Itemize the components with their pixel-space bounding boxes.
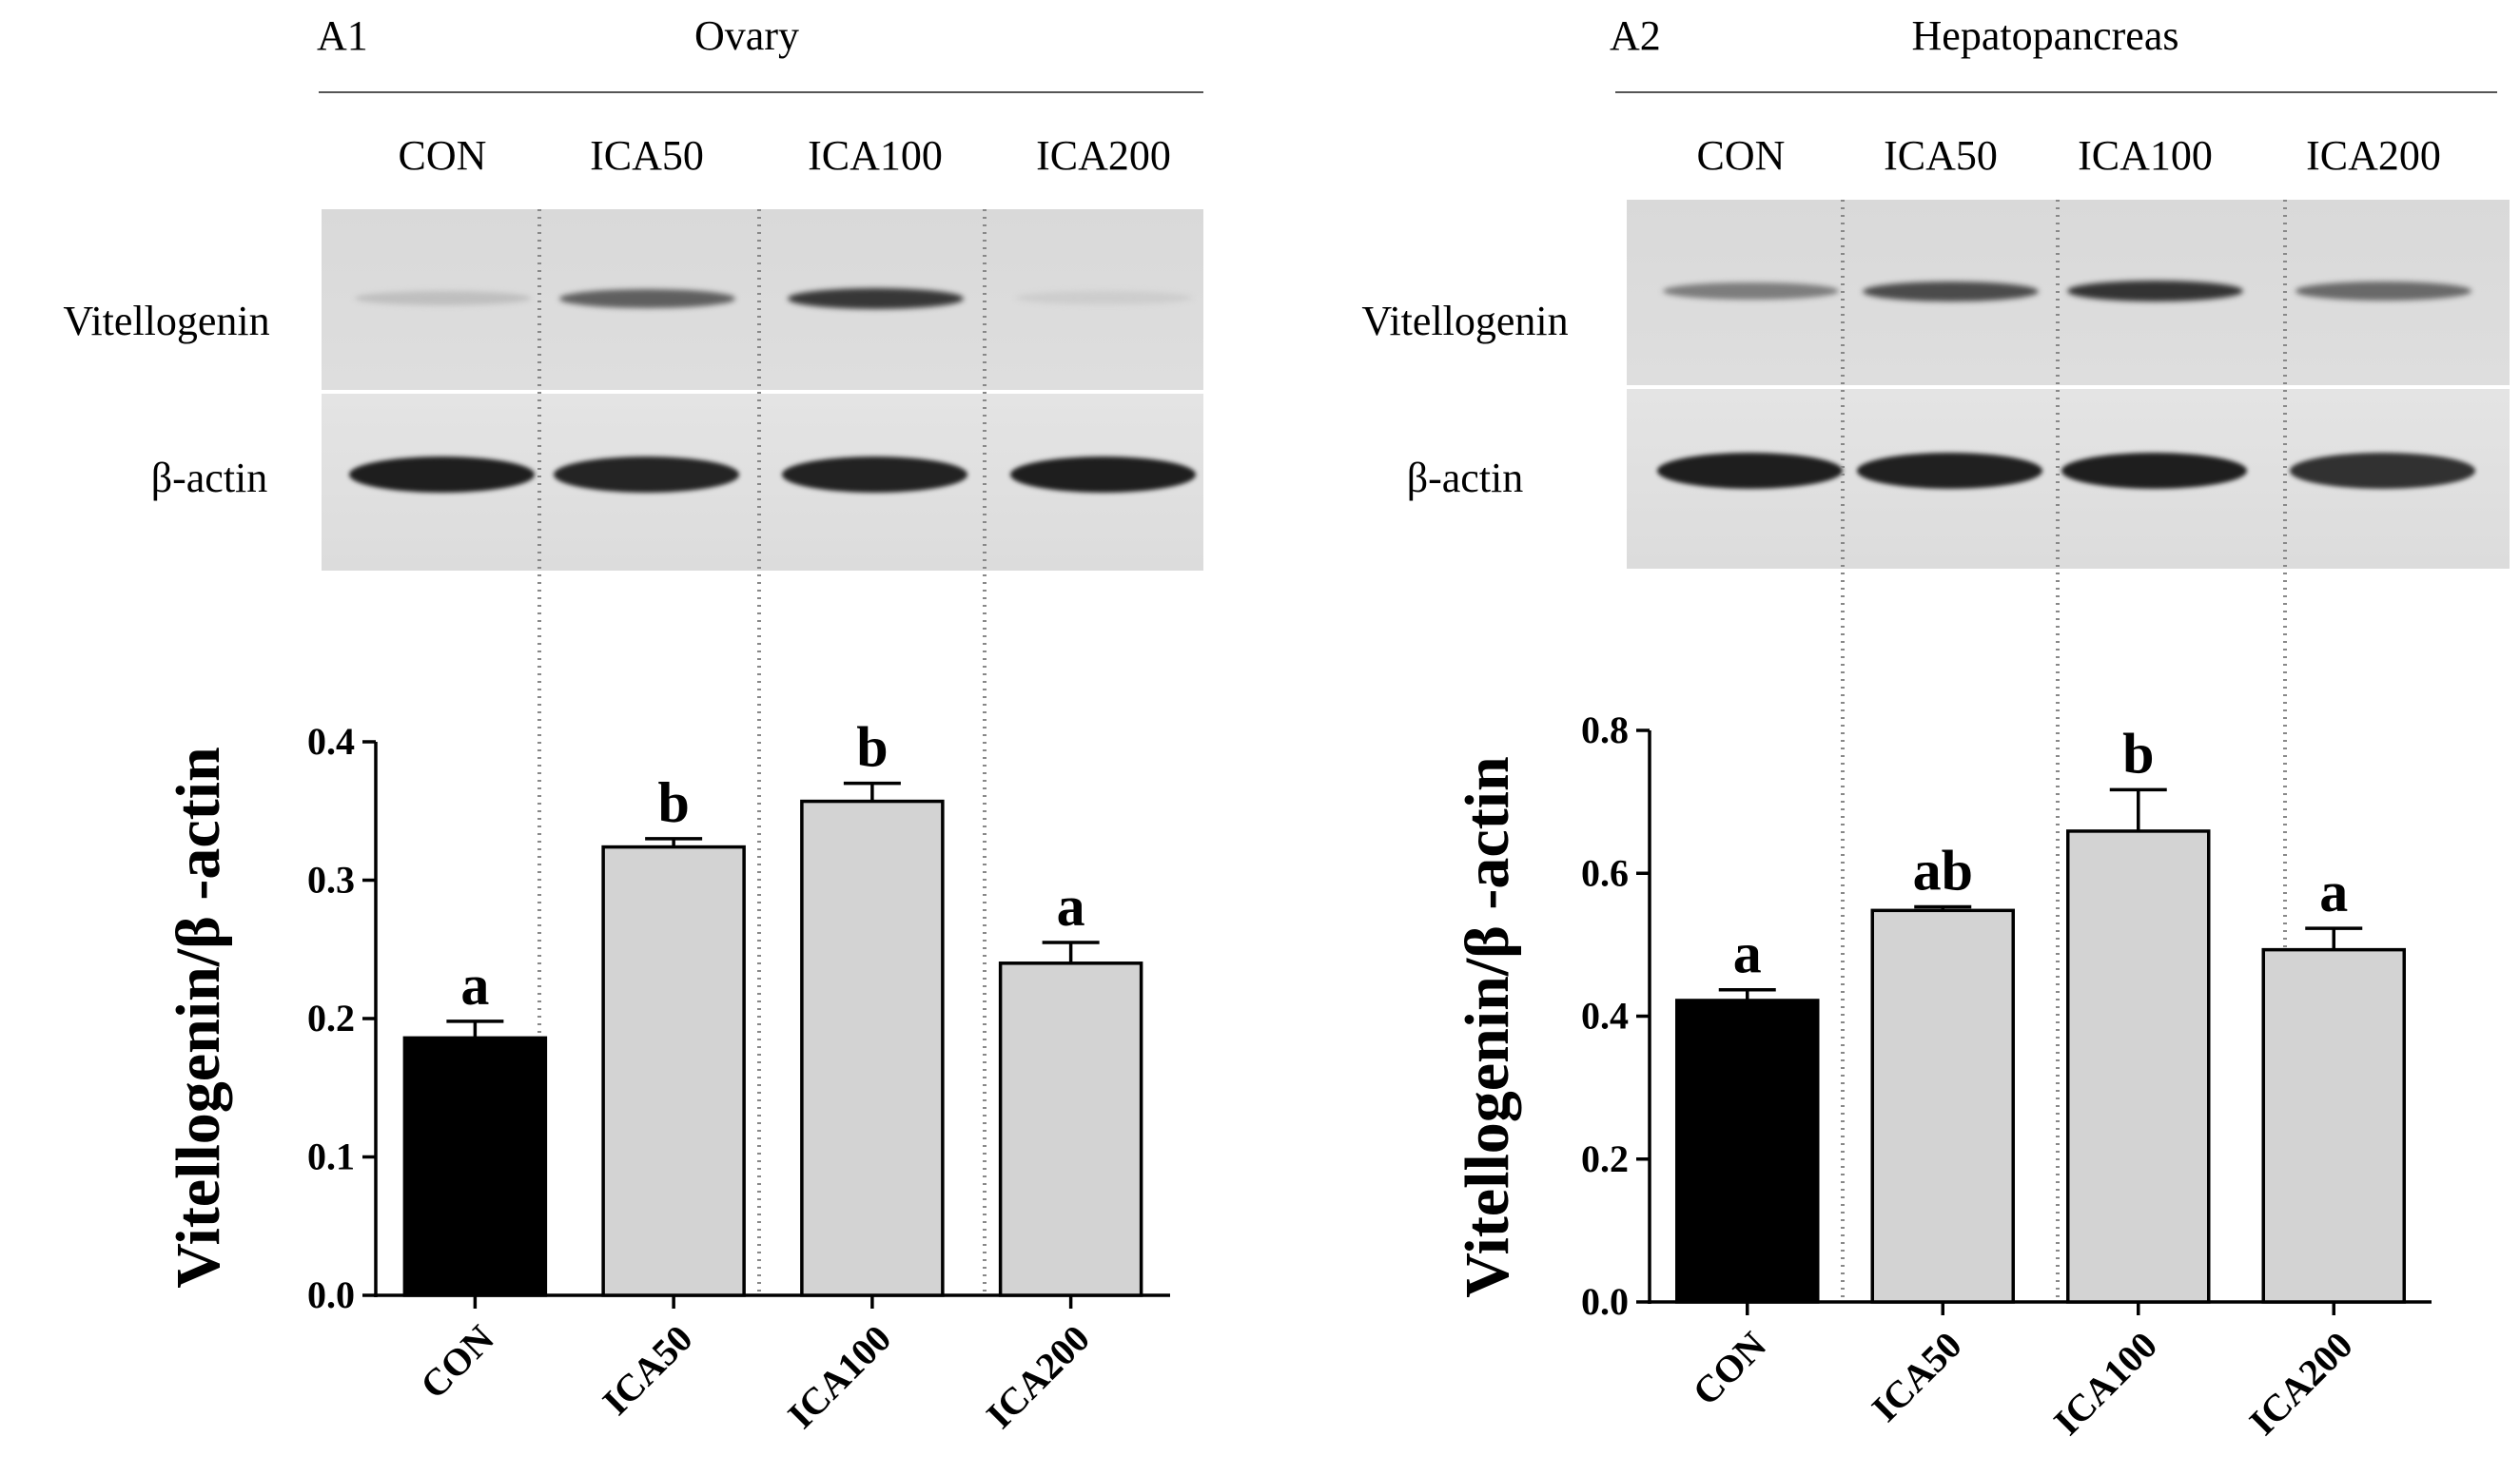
y-tick-label: 0.4	[1581, 995, 1629, 1038]
lane-label: CON	[1697, 132, 1786, 179]
significance-label: b	[657, 771, 689, 834]
x-tick-label: CON	[412, 1316, 502, 1407]
x-tick-label: ICA50	[595, 1317, 701, 1424]
significance-label: b	[2122, 722, 2154, 785]
significance-label: a	[1733, 922, 1762, 985]
actin-band	[1009, 456, 1196, 493]
actin-band	[2289, 453, 2475, 490]
actin-band	[1656, 453, 1843, 490]
bar	[2261, 947, 2406, 1304]
lane-label: ICA100	[808, 132, 943, 179]
x-tick-label: ICA200	[978, 1317, 1098, 1437]
actin-band	[553, 456, 739, 493]
bar	[998, 961, 1143, 1297]
significance-label: ab	[1913, 840, 1973, 903]
actin-strip	[322, 394, 1203, 571]
lane-label: ICA200	[2306, 132, 2441, 179]
actin-band	[1856, 453, 2042, 490]
actin-band	[781, 456, 967, 493]
y-tick-label: 0.6	[1581, 851, 1629, 894]
y-tick-label: 0.0	[1581, 1280, 1629, 1323]
panel-hepatopancreas: A2 Hepatopancreas CON ICA50 ICA100 ICA200 Vite…	[1256, 0, 2520, 1476]
x-tick-label: ICA100	[2045, 1324, 2165, 1444]
vitellogenin-band	[1862, 281, 2039, 301]
western-blot-image	[322, 209, 1203, 571]
bar	[800, 799, 945, 1297]
actin-band	[348, 456, 535, 493]
vitellogenin-strip	[1627, 200, 2510, 385]
vitellogenin-band	[2066, 281, 2243, 302]
panel-label: A2	[1610, 12, 1661, 59]
y-tick-label: 0.1	[307, 1136, 355, 1178]
blot-row-label-actin: β-actin	[1407, 455, 1524, 501]
blot-row-label-vitellogenin: Vitellogenin	[1361, 298, 1568, 344]
significance-label: a	[2319, 861, 2348, 923]
vitellogenin-band	[354, 290, 531, 305]
panel-label: A1	[317, 12, 368, 59]
lane-label: ICA100	[2078, 132, 2213, 179]
bar	[402, 1036, 548, 1297]
x-tick-label: ICA100	[779, 1317, 899, 1437]
vitellogenin-band	[1662, 282, 1839, 301]
lane-label: ICA50	[590, 132, 704, 179]
y-tick-label: 0.8	[1581, 709, 1629, 751]
x-tick-label: ICA50	[1864, 1324, 1970, 1430]
lane-label: ICA200	[1036, 132, 1171, 179]
x-tick-label: CON	[1684, 1323, 1774, 1413]
chart-overlay: A2 Hepatopancreas CON ICA50 ICA100 ICA200 Vite…	[1361, 12, 2497, 1444]
lane-label: ICA50	[1884, 132, 1998, 179]
y-tick-label: 0.0	[307, 1273, 355, 1316]
bar	[2066, 829, 2211, 1304]
y-axis-label: Vitellogenin/β -actin	[164, 747, 233, 1288]
vitellogenin-strip	[322, 209, 1203, 390]
bar	[1675, 999, 1820, 1304]
vitellogenin-band	[2295, 282, 2471, 301]
actin-strip	[1627, 389, 2510, 569]
significance-label: a	[1057, 875, 1085, 938]
bar	[1870, 908, 2015, 1304]
lane-label: CON	[399, 132, 487, 179]
significance-label: a	[460, 954, 489, 1017]
panel-ovary: A1 Ovary CON ICA50 ICA100 ICA200 Vitellogenin β…	[0, 0, 1256, 1476]
y-tick-label: 0.2	[1581, 1137, 1629, 1180]
tissue-title: Ovary	[694, 12, 799, 59]
y-axis-label: Vitellogenin/β -actin	[1453, 756, 1522, 1297]
vitellogenin-band	[787, 287, 964, 309]
vitellogenin-band	[1015, 290, 1192, 305]
blot-row-label-actin: β-actin	[151, 455, 268, 501]
y-tick-label: 0.4	[307, 720, 355, 763]
y-tick-label: 0.3	[307, 859, 355, 902]
chart-overlay: A1 Ovary CON ICA50 ICA100 ICA200 Vitellogenin β…	[63, 12, 1203, 1437]
significance-label: b	[856, 716, 888, 779]
tissue-title: Hepatopancreas	[1912, 12, 2179, 59]
actin-band	[2061, 453, 2247, 490]
western-blot-image	[1627, 200, 2510, 569]
blot-row-label-vitellogenin: Vitellogenin	[63, 298, 269, 344]
x-tick-label: ICA200	[2241, 1324, 2361, 1444]
vitellogenin-band	[558, 288, 735, 308]
y-tick-label: 0.2	[307, 997, 355, 1039]
bar	[601, 845, 746, 1297]
